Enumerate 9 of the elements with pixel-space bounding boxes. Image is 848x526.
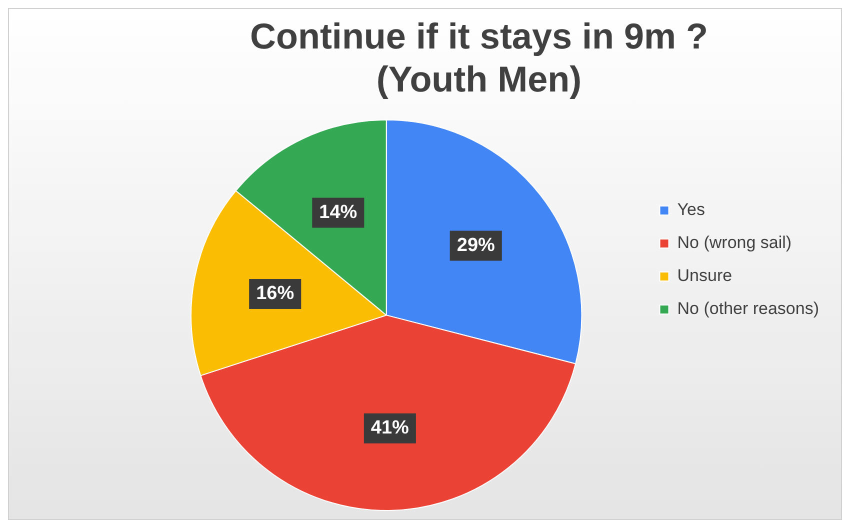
data-label: 41% [370,418,410,439]
legend-label: No (other reasons) [677,299,820,318]
legend-label: No (wrong sail) [677,233,792,252]
chart-title: Continue if it stays in 9m ? (Youth Men) [250,16,708,100]
data-label: 14% [319,202,358,223]
data-label: 29% [456,235,496,256]
legend-label: Yes [677,200,706,220]
legend-label: Unsure [677,266,732,286]
data-label: 16% [256,283,294,304]
